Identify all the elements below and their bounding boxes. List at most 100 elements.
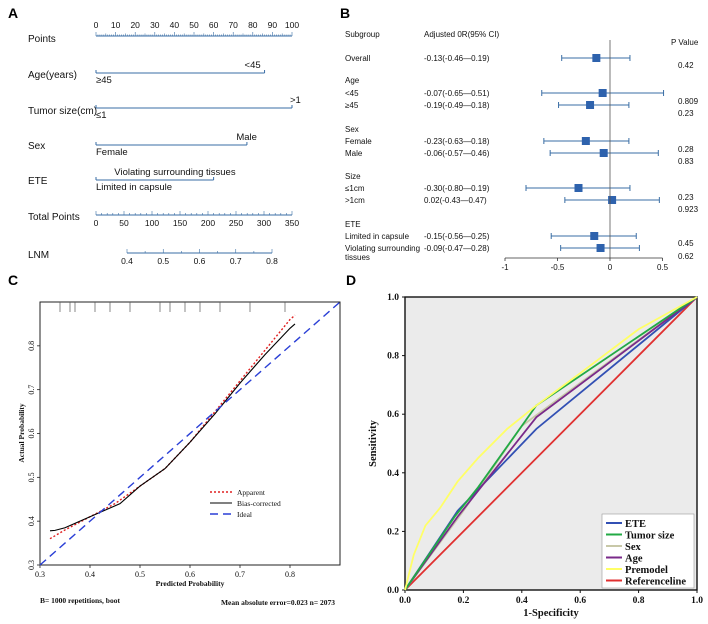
calibration-x-tick-label: 0.6 [185, 570, 195, 579]
forest-point-estimate [598, 89, 607, 97]
roc-plot-panel: 0.0 0.2 0.4 0.6 0.8 1.0 0.0 0.2 0.4 0.6 0.8 1.0 ETET… [368, 293, 703, 619]
total-points-tick-label: 0 [94, 218, 99, 228]
roc-y-axis-label: Sensitivity [368, 419, 379, 466]
forest-header-or: Adjusted 0R(95% CI) [424, 30, 499, 39]
points-tick-label: 70 [228, 20, 238, 30]
forest-row-estimate-text: -0.06(-0.57—0.46) [424, 149, 490, 158]
nomogram-level-label: ≤1 [96, 110, 107, 121]
roc-y-tick-label: 0.4 [387, 469, 399, 479]
points-tick-label: 80 [248, 20, 258, 30]
forest-p-value: 0.42 [678, 61, 694, 70]
forest-row-label: <45 [345, 89, 359, 98]
total-points-tick-label: 250 [229, 218, 243, 228]
calibration-y-tick-label: 0.5 [27, 472, 36, 482]
forest-plot-panel: Subgroup Adjusted 0R(95% CI) P Value Overal… [345, 30, 699, 272]
calibration-x-tick-label: 0.5 [135, 570, 145, 579]
roc-legend-label: Tumor size [625, 531, 675, 542]
nomogram-level-label: >1 [290, 95, 301, 106]
forest-header-subgroup: Subgroup [345, 30, 380, 39]
calibration-y-tick-label: 0.7 [27, 385, 36, 395]
nomogram-level-label: Female [96, 147, 128, 158]
total-points-tick-label: 100 [145, 218, 159, 228]
forest-point-estimate [581, 137, 590, 145]
roc-series-referenceline [404, 296, 698, 591]
roc-series-premodel [404, 296, 698, 591]
forest-p-value: 0.45 [678, 239, 694, 248]
forest-x-tick-label: 0.5 [657, 263, 669, 272]
nomogram-label-6: Total Points [28, 212, 80, 223]
calibration-y-tick-label: 0.3 [27, 560, 36, 570]
forest-p-value: 0.28 [678, 145, 694, 154]
calibration-legend-label: Apparent [237, 488, 266, 497]
forest-p-value: 0.23 [678, 109, 694, 118]
nomogram-label-7: LNM [28, 250, 49, 261]
forest-row-estimate-text: -0.07(-0.65—0.51) [424, 89, 490, 98]
forest-row-label: >1cm [345, 196, 365, 205]
forest-header-p: P Value [671, 38, 699, 47]
forest-group-label: ETE [345, 220, 361, 229]
calibration-x-tick-label: 0.3 [35, 570, 45, 579]
forest-p-value: 0.923 [678, 205, 699, 214]
nomogram-level-label: Limited in capsule [96, 182, 172, 193]
forest-row-label: Limited in capsule [345, 232, 410, 241]
calibration-footer-right: Mean absolute error=0.023 n= 2073 [221, 598, 335, 607]
roc-x-tick-label: 0.8 [633, 596, 645, 606]
panel-d-letter: D [346, 272, 356, 288]
forest-row-estimate-text: -0.19(-0.49—0.18) [424, 101, 490, 110]
roc-x-tick-label: 0.2 [457, 596, 469, 606]
total-points-tick-label: 350 [285, 218, 299, 228]
calibration-series-ideal [39, 301, 341, 566]
nomogram-label-4: Sex [28, 141, 45, 152]
lnm-tick-label: 0.6 [194, 256, 206, 266]
calibration-x-axis-label: Predicted Probability [156, 579, 225, 588]
nomogram-level-label: Male [236, 132, 257, 143]
forest-x-tick-label: 0 [608, 263, 613, 272]
forest-point-estimate [592, 54, 601, 62]
forest-x-tick-label: -0.5 [551, 263, 565, 272]
calibration-y-tick-label: 0.6 [27, 429, 36, 439]
forest-row-label: ≥45 [345, 101, 359, 110]
total-points-tick-label: 300 [257, 218, 271, 228]
roc-legend-label: ETE [625, 519, 646, 530]
forest-row-label: Female [345, 137, 372, 146]
forest-row-estimate-text: -0.15(-0.56—0.25) [424, 232, 490, 241]
nomogram-level-label: ≥45 [96, 75, 112, 86]
roc-y-tick-label: 1.0 [387, 293, 399, 303]
calibration-y-tick-label: 0.4 [27, 516, 36, 526]
forest-point-estimate [596, 244, 605, 252]
roc-legend-box [601, 513, 695, 589]
points-tick-label: 60 [209, 20, 219, 30]
forest-row-estimate-text: -0.13(-0.46—0.19) [424, 54, 490, 63]
forest-point-estimate [608, 196, 617, 204]
forest-point-estimate [574, 184, 583, 192]
roc-legend-label: Sex [625, 542, 642, 553]
roc-legend-label: Age [625, 554, 643, 565]
panel-b-letter: B [340, 5, 350, 21]
lnm-tick-label: 0.5 [157, 256, 169, 266]
points-tick-label: 20 [130, 20, 140, 30]
lnm-tick-label: 0.7 [230, 256, 242, 266]
forest-row-label: Violating surrounding [345, 244, 420, 253]
calibration-x-tick-label: 0.7 [235, 570, 245, 579]
nomogram-panel: Points Age(years) Tumor size(cm) Sex ETE Tota… [28, 20, 301, 266]
nomogram-level-label: Violating surrounding tissues [114, 167, 236, 178]
forest-point-estimate [590, 232, 599, 240]
forest-point-estimate [586, 101, 595, 109]
roc-legend-label: Premodel [625, 565, 668, 576]
roc-x-tick-label: 1.0 [691, 596, 703, 606]
calibration-y-tick-label: 0.8 [27, 341, 36, 351]
roc-y-tick-label: 0.8 [387, 352, 399, 362]
forest-x-tick-label: -1 [501, 263, 509, 272]
forest-row-label: ≤1cm [345, 184, 365, 193]
forest-group-label: Size [345, 172, 361, 181]
total-points-tick-label: 150 [173, 218, 187, 228]
panel-c-letter: C [8, 272, 18, 288]
points-tick-label: 0 [94, 20, 99, 30]
calibration-footer-left: B= 1000 repetitions, boot [40, 596, 120, 605]
lnm-tick-label: 0.4 [121, 256, 133, 266]
points-tick-label: 40 [170, 20, 180, 30]
roc-y-tick-label: 0.2 [387, 527, 399, 537]
forest-p-value: 0.23 [678, 193, 694, 202]
roc-x-tick-label: 0.0 [399, 596, 411, 606]
